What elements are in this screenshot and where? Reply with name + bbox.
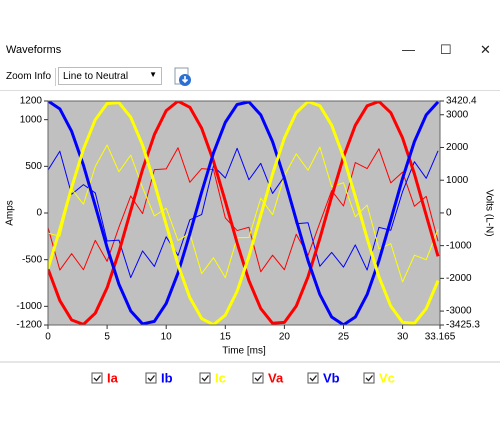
y-tick-label: 0 [36,208,42,219]
legend-checkbox[interactable] [363,372,375,384]
legend-label: Ia [107,370,119,385]
dropdown-arrow: ▼ [149,70,157,79]
legend-label: Va [268,370,284,385]
legend-checkbox[interactable] [145,372,157,384]
legend-checkbox[interactable] [252,372,264,384]
series-line [48,101,440,325]
y-tick-label: -1000 [16,301,42,312]
y2-tick-label: -1000 [446,240,472,251]
y2-tick-label: 0 [446,208,452,219]
zoom-info[interactable]: Zoom Info [6,71,52,82]
y-tick-label: 1200 [20,96,43,107]
y-tick-label: 500 [25,161,42,172]
close-button[interactable]: ✕ [480,42,491,57]
legend-label: Ib [161,370,173,385]
x-tick-label: 10 [161,332,173,343]
export-icon[interactable] [172,66,194,88]
y2-tick-label: -2000 [446,273,472,284]
x-tick-label: 25 [338,332,350,343]
y2-tick-label: 3000 [446,109,469,120]
series-line [48,147,439,273]
series-line [48,144,439,283]
legend-checkmark [254,375,263,382]
separator [55,68,56,86]
window-title: Waveforms [6,44,62,56]
series-line [48,101,440,325]
y2-tick-label: -3000 [446,306,472,317]
y-tick-label: -500 [22,254,42,265]
legend-checkbox[interactable] [91,372,103,384]
y2-tick-label: 1000 [446,175,469,186]
x-tick-label: 20 [279,332,291,343]
legend-checkmark [147,375,156,382]
y2-tick-label: 2000 [446,142,469,153]
legend-checkmark [365,375,374,382]
plot-background [48,101,440,325]
mode-dropdown[interactable]: Line to Neutral ▼ [58,67,162,85]
legend-label: Vb [323,370,340,385]
y2-tick-label: 3420.4 [446,96,477,107]
x-tick-label: 5 [104,332,110,343]
y-tick-label: 1000 [20,114,43,125]
series-lines [48,101,440,325]
toolbar: Zoom Info Line to Neutral ▼ [0,64,500,91]
x-tick-label: 30 [397,332,409,343]
chart: Time [ms] Amps Volts (L-N) 120010005000-… [0,96,500,385]
y2-tick-label: -3425.3 [446,320,480,331]
minimize-button[interactable]: — [402,42,415,57]
x-tick-label: 15 [220,332,232,343]
maximize-button[interactable]: ☐ [440,42,452,57]
y2-axis-label: Volts (L-N) [483,189,494,236]
legend-label: Vc [379,370,395,385]
legend-checkmark [201,375,210,382]
legend-checkmark [309,375,318,382]
dropdown-text: Line to Neutral [63,71,129,82]
y-tick-label: -1200 [16,320,42,331]
x-axis-label: Time [ms] [222,346,266,357]
legend-checkbox[interactable] [307,372,319,384]
series-line [48,147,439,279]
y-axis-label: Amps [5,200,16,226]
legend-label: Ic [215,370,226,385]
x-tick-label: 33.165 [425,332,456,343]
legend-checkbox[interactable] [199,372,211,384]
legend-checkmark [93,375,102,382]
x-tick-label: 0 [45,332,51,343]
